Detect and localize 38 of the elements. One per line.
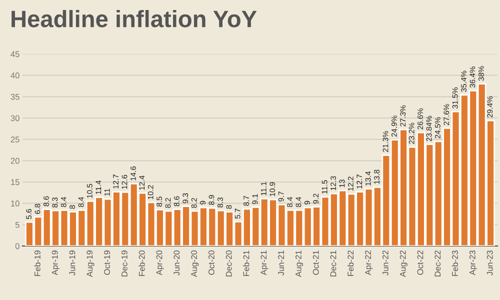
- x-tick-label: Apr-21: [260, 250, 268, 276]
- x-tick-label: Dec-21: [330, 250, 336, 276]
- x-tick-label: Apr-22: [365, 250, 373, 276]
- y-tick-label: 0: [15, 243, 20, 250]
- y-tick-label: 15: [11, 179, 20, 186]
- x-tick-label: Aug-22: [400, 250, 408, 278]
- y-tick-label: 10: [11, 200, 20, 206]
- x-tick-label: Jun-23: [486, 250, 493, 276]
- x-tick-label: Dec-22: [434, 250, 441, 276]
- x-tick-label: Jun-21: [278, 250, 284, 276]
- x-tick-label: Apr-20: [156, 250, 164, 276]
- y-tick-label: 30: [10, 115, 20, 122]
- y-tick-label: 35: [10, 94, 20, 100]
- x-tick-label: Feb-20: [138, 250, 145, 276]
- x-tick-label: Aug-19: [86, 250, 94, 278]
- x-tick-label: Aug-20: [191, 250, 199, 278]
- x-tick-label: Oct-22: [417, 250, 424, 275]
- x-tick-label: Feb-21: [243, 250, 250, 276]
- x-tick-label: Apr-19: [52, 250, 60, 276]
- x-tick-label: Aug-21: [295, 250, 304, 278]
- x-tick-label: Dec-19: [121, 250, 128, 276]
- x-tick-label: Feb-23: [452, 250, 458, 276]
- x-tick-label: Apr-23: [469, 250, 478, 276]
- x-tick-label: Jun-22: [382, 250, 388, 276]
- x-tick-label: Jun-20: [174, 250, 180, 276]
- x-tick-label: Feb-22: [347, 250, 354, 276]
- y-tick-label: 25: [10, 136, 20, 142]
- y-tick-label: 40: [10, 72, 20, 78]
- y-tick-label: 20: [10, 158, 20, 164]
- x-tick-label: Dec-20: [226, 250, 232, 276]
- chart-title: Headline inflation YoY: [12, 10, 257, 28]
- x-tick-label: Oct-19: [104, 250, 110, 275]
- x-tick-label: Oct-21: [312, 250, 319, 275]
- y-tick-label: 45: [10, 51, 20, 58]
- x-tick-label: Oct-20: [208, 250, 214, 275]
- x-tick-label: Feb-19: [34, 250, 40, 276]
- x-tick-label: Jun-19: [69, 250, 76, 276]
- y-tick-label: 5: [15, 222, 20, 228]
